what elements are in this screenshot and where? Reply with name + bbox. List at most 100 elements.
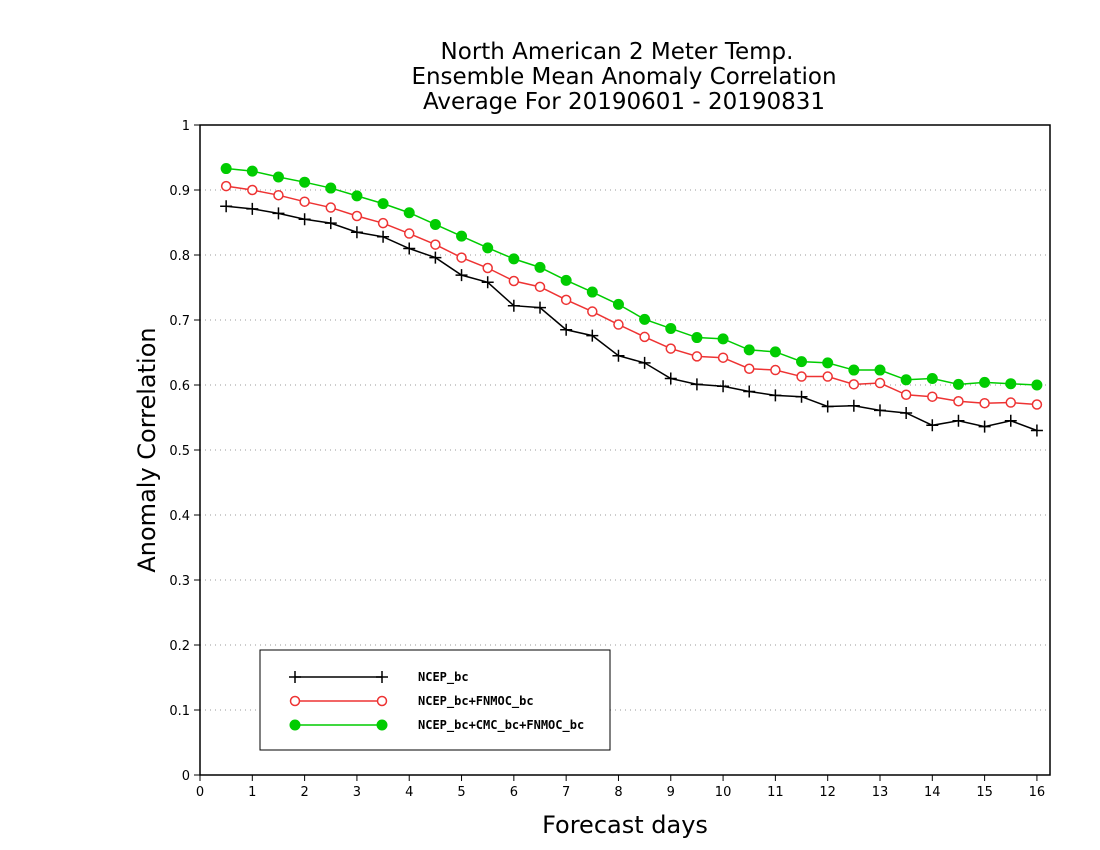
data-point [403, 228, 415, 239]
title-line-2: Ensemble Mean Anomaly Correlation [411, 64, 836, 90]
x-tick-label: 16 [1029, 785, 1046, 800]
data-point [952, 378, 964, 390]
y-axis-label: Anomaly Correlation [133, 327, 161, 572]
data-point [325, 182, 337, 194]
data-point [612, 349, 625, 362]
data-point [769, 389, 782, 402]
data-point [1030, 424, 1043, 437]
legend-item-1: NCEP_bc+FNMOC_bc [289, 694, 534, 709]
data-point [639, 313, 651, 325]
data-point [560, 294, 572, 306]
data-point [429, 218, 441, 230]
series-1 [220, 180, 1043, 410]
data-point [376, 719, 388, 731]
data-point [586, 329, 599, 342]
chart-title: North American 2 Meter Temp. Ensemble Me… [411, 39, 836, 115]
data-point [220, 200, 233, 213]
x-tick-label: 2 [300, 785, 308, 800]
x-tick-label: 4 [405, 785, 413, 800]
data-point [665, 343, 677, 354]
data-point [220, 163, 232, 175]
data-point [952, 414, 965, 427]
x-tick-label: 8 [614, 785, 622, 800]
data-point [508, 275, 520, 287]
x-tick-label: 3 [353, 785, 361, 800]
data-point [430, 239, 441, 250]
x-axis: 0 1 2 3 4 5 6 7 8 9 10 11 12 13 14 15 16 [196, 775, 1045, 800]
data-point [848, 379, 860, 390]
x-tick-label: 1 [248, 785, 256, 800]
x-tick-label: 0 [196, 785, 204, 800]
x-tick-label: 10 [715, 785, 732, 800]
x-tick-label: 14 [924, 785, 941, 800]
data-point [874, 377, 886, 389]
data-point [350, 226, 363, 239]
y-tick-label: 0.4 [169, 509, 190, 524]
series-0 [220, 200, 1043, 437]
legend: NCEP_bc NCEP_bc+FNMOC_bc NCEP_bc+CMC_bc+FN… [259, 649, 611, 751]
y-tick-label: 0.9 [169, 184, 190, 199]
y-tick-label: 0.1 [169, 704, 190, 719]
x-tick-label: 15 [976, 785, 993, 800]
data-point [796, 371, 807, 382]
data-point [664, 372, 677, 385]
data-point [289, 695, 301, 707]
data-point [769, 346, 781, 358]
title-line-1: North American 2 Meter Temp. [441, 39, 794, 65]
grid-lines [200, 189, 1050, 711]
x-tick-label: 7 [562, 785, 570, 800]
y-tick-label: 1 [182, 119, 190, 134]
data-point [900, 406, 913, 419]
data-point [717, 380, 730, 393]
data-point [587, 306, 598, 317]
data-point [691, 351, 703, 362]
data-point [456, 252, 467, 263]
data-point [351, 190, 363, 202]
data-point [377, 198, 389, 210]
legend-label: NCEP_bc+FNMOC_bc [418, 694, 534, 709]
y-axis: 0 0.1 0.2 0.3 0.4 0.5 0.6 0.7 0.8 0.9 1 [169, 119, 200, 784]
data-point [456, 230, 468, 242]
data-point [247, 184, 258, 196]
data-point [325, 202, 337, 213]
data-point [289, 671, 301, 683]
x-tick-label: 9 [667, 785, 675, 800]
data-point [455, 269, 468, 282]
y-tick-label: 0.7 [169, 314, 190, 329]
y-tick-label: 0.5 [169, 444, 190, 459]
data-point [246, 165, 258, 177]
series-line [226, 185, 1037, 406]
data-point [690, 378, 703, 391]
x-tick-label: 6 [510, 785, 518, 800]
data-point [874, 364, 886, 376]
data-point [481, 276, 494, 289]
data-point [376, 695, 388, 707]
data-point [482, 262, 493, 274]
data-point [743, 385, 756, 398]
data-point [220, 180, 232, 192]
data-point [1031, 379, 1043, 391]
data-point [272, 171, 284, 183]
series-2 [220, 163, 1043, 391]
data-point [770, 364, 781, 376]
data-point [534, 281, 546, 293]
data-point [299, 176, 311, 188]
title-line-3: Average For 20190601 - 20190831 [423, 89, 825, 115]
data-point [927, 391, 938, 402]
data-point [822, 357, 834, 369]
data-point [743, 344, 755, 356]
data-point [848, 364, 860, 376]
data-point [351, 210, 363, 222]
data-point [612, 298, 624, 310]
data-point [273, 189, 284, 201]
data-point [638, 356, 651, 369]
data-point [299, 196, 310, 207]
series-line [226, 205, 1038, 432]
data-point [874, 404, 886, 417]
data-point [508, 253, 520, 265]
y-tick-label: 0.2 [169, 639, 190, 654]
data-point [639, 331, 650, 343]
legend-item-2: NCEP_bc+CMC_bc+FNMOC_bc [289, 718, 584, 733]
x-tick-label: 13 [872, 785, 889, 800]
